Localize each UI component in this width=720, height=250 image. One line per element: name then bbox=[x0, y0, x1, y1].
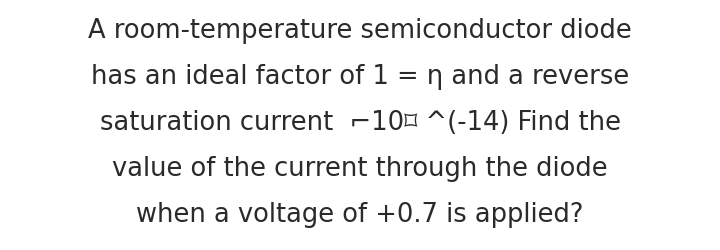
Text: saturation current  ⌐10⌑ ^(-14) Find the: saturation current ⌐10⌑ ^(-14) Find the bbox=[99, 110, 621, 136]
Text: has an ideal factor of 1 = η and a reverse: has an ideal factor of 1 = η and a rever… bbox=[91, 64, 629, 90]
Text: when a voltage of +0.7 is applied?: when a voltage of +0.7 is applied? bbox=[136, 202, 584, 228]
Text: value of the current through the diode: value of the current through the diode bbox=[112, 156, 608, 182]
Text: A room-temperature semiconductor diode: A room-temperature semiconductor diode bbox=[88, 18, 632, 44]
